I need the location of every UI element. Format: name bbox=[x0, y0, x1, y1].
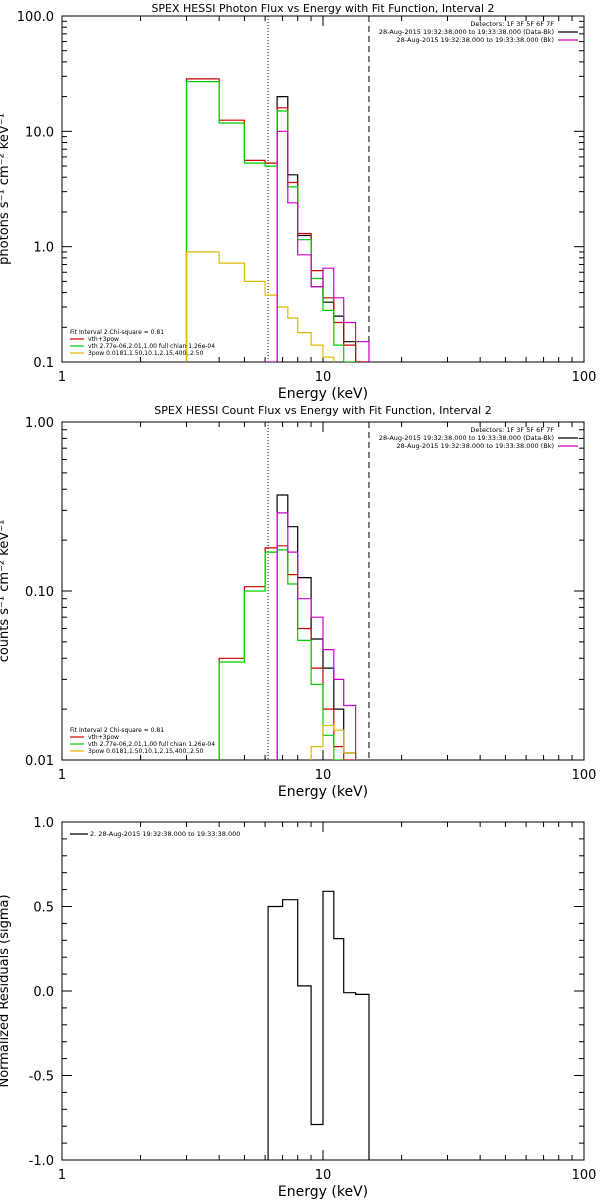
x-tick-label: 10 bbox=[315, 768, 332, 783]
legend-left-entry: vth 2.77e-06,2.01,1.00 full chian 1.26e-… bbox=[88, 343, 215, 350]
x-axis-ticks bbox=[61, 422, 573, 760]
x-tick-label: 100 bbox=[572, 768, 597, 783]
y-axis-ticks bbox=[62, 429, 584, 761]
legend-right-entry: 28-Aug-2015 19:32:38.000 to 19:33:38.000… bbox=[379, 28, 554, 36]
y-axis-ticks bbox=[62, 20, 584, 363]
legend-left-entry: Fit Interval 2 Chi-square = 0.81 bbox=[70, 727, 164, 734]
x-axis-label: Energy (keV) bbox=[278, 784, 368, 800]
y-axis-ticks bbox=[62, 821, 584, 1161]
legend-right-entry: 28-Aug-2015 19:32:38.000 to 19:33:38.000… bbox=[397, 36, 554, 44]
series-thermal-line bbox=[185, 81, 356, 362]
y-tick-label: 0.0 bbox=[33, 985, 54, 1000]
legend-left-entry: vth+3pow bbox=[88, 734, 119, 741]
legend-left-entry: 3pow 0.0181,1.50,10.1,2.15,400.,2.50 bbox=[88, 748, 204, 755]
x-tick-label: 1 bbox=[58, 768, 66, 783]
legend-right-entry: Detectors: 1F 3F 5F 6F 7F bbox=[470, 20, 554, 28]
x-axis-ticks bbox=[61, 822, 573, 1160]
y-tick-label: 1.0 bbox=[33, 241, 54, 256]
y-tick-label: 0.01 bbox=[25, 754, 54, 769]
y-axis-label: Normalized Residuals (sigma) bbox=[0, 894, 12, 1087]
x-tick-label: 10 bbox=[315, 370, 332, 385]
y-axis-label: counts s⁻¹ cm⁻² keV⁻¹ bbox=[0, 520, 12, 663]
chart-panel-2: SPEX HESSI Count Flux vs Energy with Fit… bbox=[0, 404, 596, 800]
x-tick-label: 100 bbox=[572, 1168, 597, 1183]
legend-left-entry: vth+3pow bbox=[88, 336, 119, 343]
x-axis-label: Energy (keV) bbox=[278, 1184, 368, 1200]
plot-area bbox=[267, 890, 370, 1160]
y-tick-label: 0.1 bbox=[33, 356, 54, 371]
legend-right-entry: 28-Aug-2015 19:32:38.000 to 19:33:38.000… bbox=[379, 434, 554, 442]
legend-left-entry: vth 2.77e-06,2.01,1.00 full chian 1.26e-… bbox=[88, 741, 215, 748]
y-tick-label: 1.00 bbox=[25, 416, 54, 431]
y-axis-label: photons s⁻¹ cm⁻² keV⁻¹ bbox=[0, 113, 12, 265]
y-tick-label: 100.0 bbox=[17, 10, 54, 25]
legend-right-entry: 28-Aug-2015 19:32:38.000 to 19:33:38.000… bbox=[397, 442, 554, 450]
y-tick-label: 0.10 bbox=[25, 585, 54, 600]
x-tick-label: 1 bbox=[58, 1168, 66, 1183]
legend-right-entry: Detectors: 1F 3F 5F 6F 7F bbox=[470, 426, 554, 434]
y-tick-label: 10.0 bbox=[25, 125, 54, 140]
legend-left-entry: 2. 28-Aug-2015 19:32:38.000 to 19:33:38.… bbox=[90, 830, 240, 838]
x-tick-label: 10 bbox=[315, 1168, 332, 1183]
series-background-line bbox=[276, 512, 357, 760]
y-tick-label: -0.5 bbox=[29, 1070, 54, 1085]
y-tick-label: 0.5 bbox=[33, 901, 54, 916]
plot-area bbox=[185, 78, 370, 362]
series-nonthermal-line bbox=[310, 724, 357, 760]
y-tick-label: -1.0 bbox=[29, 1154, 54, 1169]
x-axis-ticks bbox=[61, 16, 573, 362]
chart-panel-3: 1 10 100 Energy (keV) -1.0 -0.5 0.0 0.5 1.0 Norma… bbox=[0, 816, 596, 1200]
chart-title: SPEX HESSI Count Flux vs Energy with Fit… bbox=[154, 404, 491, 417]
series-nonthermal-line bbox=[185, 251, 335, 362]
plot-area bbox=[218, 494, 357, 760]
series-background-line bbox=[265, 130, 370, 362]
series-total_fit-line bbox=[185, 78, 369, 362]
y-tick-label: 1.0 bbox=[33, 816, 54, 831]
chart-title: SPEX HESSI Photon Flux vs Energy with Fi… bbox=[151, 2, 494, 15]
x-tick-label: 1 bbox=[58, 370, 66, 385]
series-data-line bbox=[276, 494, 357, 760]
legend-left-entry: 3pow 0.0181,1.50,10.1,2.15,400.,2.50 bbox=[88, 350, 204, 357]
x-axis-label: Energy (keV) bbox=[278, 386, 368, 402]
legend-left-entry: Fit Interval 2 Chi-square = 0.81 bbox=[70, 329, 164, 336]
series-thermal-line bbox=[218, 549, 344, 760]
chart-panel-1: SPEX HESSI Photon Flux vs Energy with Fi… bbox=[0, 2, 596, 402]
x-tick-label: 100 bbox=[572, 370, 597, 385]
series-residuals-line bbox=[267, 890, 370, 1160]
